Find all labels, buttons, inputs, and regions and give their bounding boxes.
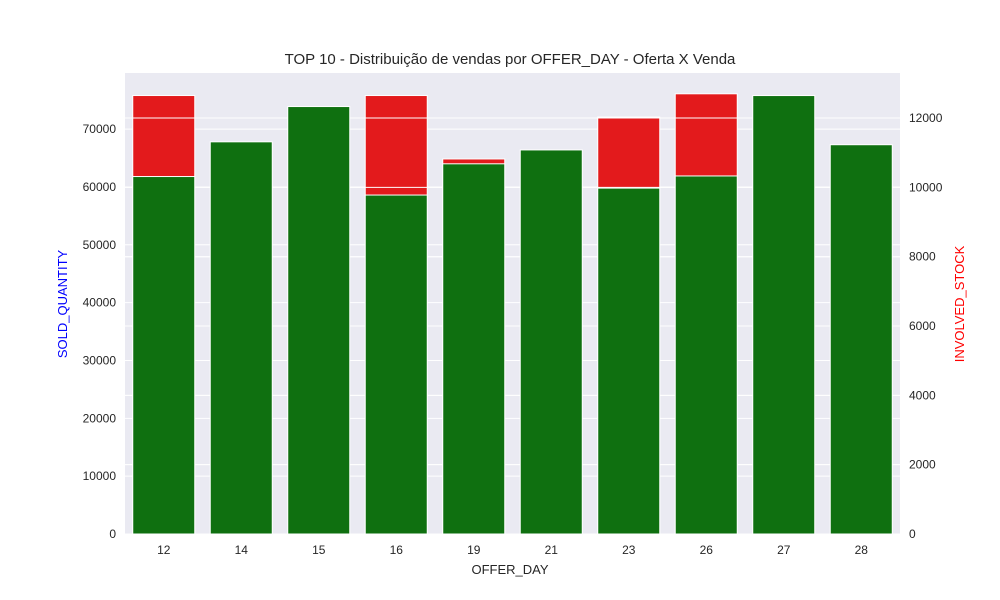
y-left-tick-label: 20000 <box>83 411 117 425</box>
y-left-tick-label: 40000 <box>83 296 117 310</box>
y-right-tick-label: 12000 <box>909 111 943 125</box>
x-axis-label: OFFER_DAY <box>471 562 548 577</box>
sold-quantity-bar <box>132 176 196 535</box>
x-tick-label: 14 <box>235 543 249 557</box>
y-axis-right-label: INVOLVED_STOCK <box>952 245 967 362</box>
x-tick-label: 15 <box>312 543 326 557</box>
x-tick-label: 27 <box>777 543 791 557</box>
chart-title: TOP 10 - Distribuição de vendas por OFFE… <box>285 51 736 68</box>
sold-quantity-bar <box>287 106 351 535</box>
sold-quantity-bar <box>209 141 273 535</box>
x-tick-label: 23 <box>622 543 636 557</box>
x-tick-label: 16 <box>390 543 404 557</box>
x-tick-label: 21 <box>545 543 559 557</box>
y-left-tick-label: 50000 <box>83 238 117 252</box>
x-tick-label: 28 <box>855 543 869 557</box>
x-axis-ticks: 12 14 15 16 19 21 23 26 27 28 <box>157 543 868 557</box>
sold-quantity-bar <box>597 187 661 535</box>
y-right-tick-label: 4000 <box>909 388 936 402</box>
y-right-tick-label: 0 <box>909 527 916 541</box>
y-right-tick-label: 8000 <box>909 250 936 264</box>
y-left-tick-label: 10000 <box>83 469 117 483</box>
sold-quantity-bar <box>829 144 893 535</box>
x-tick-label: 26 <box>700 543 714 557</box>
y-right-tick-label: 6000 <box>909 319 936 333</box>
y-axis-left-ticks: 0 10000 20000 30000 40000 50000 60000 70000 <box>83 122 117 541</box>
y-axis-left-label: SOLD_QUANTITY <box>55 249 70 358</box>
sold-quantity-bar <box>364 194 428 535</box>
sold-quantity-bar <box>674 175 738 535</box>
y-left-tick-label: 0 <box>109 527 116 541</box>
y-left-tick-label: 30000 <box>83 353 117 367</box>
sold-quantity-bar <box>519 149 583 535</box>
y-left-tick-label: 60000 <box>83 180 117 194</box>
y-right-tick-label: 10000 <box>909 180 943 194</box>
sold-quantity-bars <box>132 95 893 535</box>
sold-quantity-bar <box>752 95 816 535</box>
y-axis-right-ticks: 0 2000 4000 6000 8000 10000 12000 <box>909 111 943 541</box>
x-tick-label: 19 <box>467 543 481 557</box>
y-left-tick-label: 70000 <box>83 122 117 136</box>
x-tick-label: 12 <box>157 543 171 557</box>
sold-quantity-bar <box>442 163 506 535</box>
y-right-tick-label: 2000 <box>909 458 936 472</box>
